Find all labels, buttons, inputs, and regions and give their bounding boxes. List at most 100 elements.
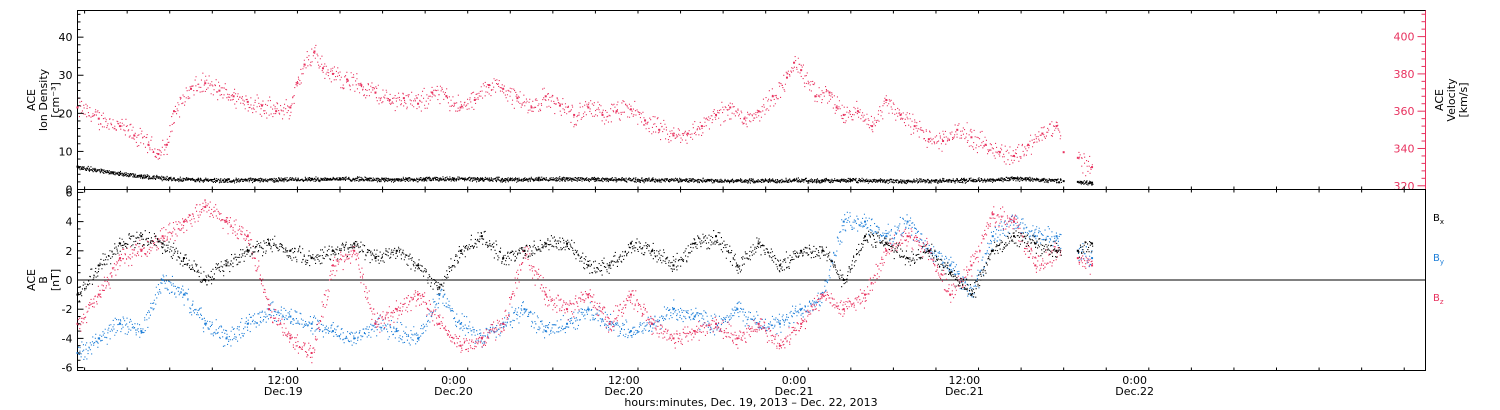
velocity-point	[998, 151, 1001, 154]
velocity-point	[871, 125, 874, 128]
velocity-point	[828, 91, 831, 94]
velocity-point	[119, 125, 122, 128]
bx-point	[544, 242, 547, 245]
by-point	[800, 308, 803, 311]
bz-point	[800, 322, 803, 325]
velocity-point	[459, 106, 462, 109]
time-tick-label: 0:00	[782, 374, 807, 387]
bz-point	[736, 337, 739, 340]
velocity-point	[672, 134, 675, 137]
bx-point	[438, 286, 441, 289]
by-point	[417, 337, 420, 340]
velocity-point	[644, 119, 647, 122]
bz-point	[821, 293, 824, 296]
bz-point	[991, 213, 994, 216]
bz-point	[268, 308, 271, 311]
velocity-point	[942, 140, 945, 143]
bz-point	[757, 322, 760, 325]
bx-point	[353, 242, 356, 245]
by-point	[864, 220, 867, 223]
bx-point	[608, 264, 611, 267]
by-point	[289, 315, 292, 318]
velocity-point	[715, 113, 718, 116]
density-point	[197, 178, 200, 181]
date-tick-label: Dec.21	[945, 385, 984, 398]
velocity-point	[313, 50, 316, 53]
bx-point	[182, 257, 185, 260]
velocity-series	[76, 44, 1094, 177]
bx-point	[629, 242, 632, 245]
by-point	[672, 308, 675, 311]
date-tick-label: Dec.20	[604, 385, 643, 398]
b-tick-label: -4	[62, 332, 73, 345]
time-tick-label: 12:00	[608, 374, 640, 387]
bx-point	[800, 249, 803, 252]
velocity-point	[835, 106, 838, 109]
velocity-point	[147, 143, 150, 146]
bx-point	[672, 264, 675, 267]
velocity-point	[133, 134, 136, 137]
by-point	[310, 322, 313, 325]
velocity-point	[360, 84, 363, 87]
density-point	[339, 177, 342, 180]
bx-point	[821, 249, 824, 252]
velocity-point	[260, 104, 263, 107]
bx-point	[1034, 242, 1037, 245]
bx-point	[736, 264, 739, 267]
b-ylabel-line1: ACE	[25, 269, 38, 291]
velocity-point	[445, 95, 448, 98]
velocity-point	[346, 78, 349, 81]
b-ylabel: ACE B [nT]	[25, 269, 62, 291]
date-tick-label: Dec.22	[1115, 385, 1154, 398]
bz-point	[182, 220, 185, 223]
legend-by: By	[1433, 253, 1444, 266]
bz-point	[629, 293, 632, 296]
velocity-point	[431, 91, 434, 94]
velocity-point	[1091, 166, 1094, 169]
bz-point	[417, 293, 420, 296]
bx-point	[480, 235, 483, 238]
bx-point	[331, 249, 334, 252]
velocity-point	[232, 95, 235, 98]
velocity-point	[473, 99, 476, 101]
density-point	[509, 178, 512, 181]
bx-point	[715, 235, 718, 238]
density-point	[651, 178, 654, 181]
time-axis-labels: 12:00Dec.190:00Dec.2012:00Dec.200:00Dec.…	[264, 374, 1154, 398]
by-point	[119, 322, 122, 325]
density-dots	[77, 165, 1094, 186]
bz-point	[715, 322, 718, 325]
top-left-y-ticks: 0 10 20 30 40	[59, 13, 84, 197]
b-ylabel-line3: [nT]	[49, 269, 62, 291]
bx-point	[1076, 249, 1079, 252]
velocity-point	[246, 100, 249, 103]
bx-point	[204, 279, 207, 281]
velocity-point	[970, 136, 973, 139]
bz-point	[1076, 257, 1079, 260]
velocity-point	[1062, 151, 1065, 154]
bz-point	[204, 206, 207, 209]
velocity-point	[927, 138, 930, 141]
density-point	[225, 178, 228, 181]
velocity-point	[1013, 154, 1016, 157]
by-point	[140, 330, 143, 333]
b-tick-label: -6	[62, 362, 73, 375]
bx-point	[587, 264, 590, 267]
velocity-ylabel-line2: Velocity	[1445, 78, 1458, 122]
velocity-tick-label: 400	[1394, 31, 1415, 44]
bx-point	[140, 235, 143, 238]
velocity-point	[885, 99, 888, 101]
time-tick-label: 0:00	[441, 374, 466, 387]
velocity-point	[402, 97, 405, 100]
velocity-point	[984, 143, 987, 146]
velocity-point	[165, 143, 168, 146]
density-tick-label: 0	[66, 184, 73, 197]
bx-point	[970, 293, 973, 296]
velocity-point	[516, 97, 519, 100]
velocity-point	[771, 95, 774, 98]
velocity-point	[321, 67, 324, 70]
velocity-point	[417, 102, 420, 105]
velocity-tick-label: 380	[1394, 68, 1415, 81]
